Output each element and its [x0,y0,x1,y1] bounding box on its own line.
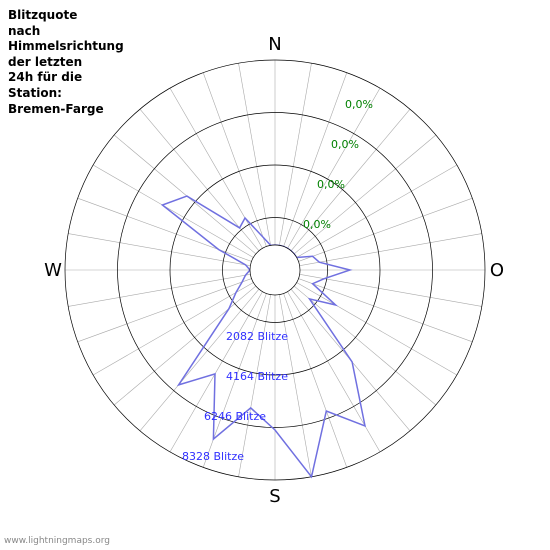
percent-label: 0,0% [303,218,331,231]
center-mask [250,245,300,295]
compass-label-w: W [44,260,62,281]
polar-chart: N S W O 0,0% 0,0% 0,0% 0,0% 2082 Blitze 4164 Blit… [35,30,515,510]
attribution-text: www.lightningmaps.org [4,536,110,546]
count-label: 2082 Blitze [226,330,288,343]
count-label: 6246 Blitze [204,410,266,423]
percent-label: 0,0% [331,138,359,151]
count-label: 4164 Blitze [226,370,288,383]
percent-label: 0,0% [317,178,345,191]
compass-label-o: O [490,260,504,281]
compass-label-s: S [269,486,280,507]
count-label: 8328 Blitze [182,450,244,463]
percent-label: 0,0% [345,98,373,111]
compass-label-n: N [268,34,281,55]
